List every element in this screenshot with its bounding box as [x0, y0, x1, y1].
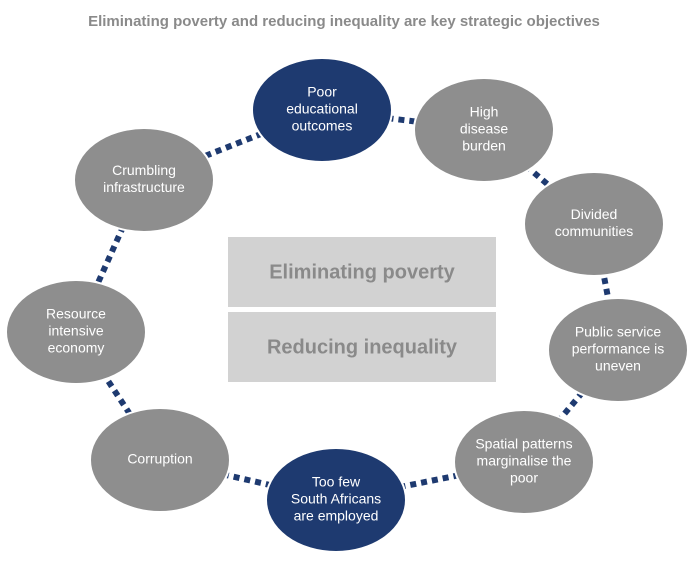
node-label: Resource	[46, 306, 106, 322]
node	[265, 447, 407, 553]
center-label: Reducing inequality	[267, 336, 458, 358]
title: Eliminating poverty and reducing inequal…	[88, 13, 600, 30]
node	[547, 297, 688, 403]
node-label: performance is	[572, 341, 665, 357]
node-label: Divided	[571, 206, 618, 222]
node-label: disease	[460, 121, 508, 137]
node-label: infrastructure	[103, 179, 185, 195]
node-label: educational	[286, 101, 358, 117]
node-label: are employed	[294, 508, 379, 524]
node-label: Poor	[307, 84, 337, 100]
node-label: Crumbling	[112, 162, 176, 178]
node-label: intensive	[48, 323, 103, 339]
center-box	[228, 237, 496, 307]
node	[523, 171, 665, 277]
node	[251, 57, 393, 163]
node-label: uneven	[595, 358, 641, 374]
node-label: poor	[510, 470, 538, 486]
node-label: marginalise the	[477, 453, 572, 469]
node	[89, 407, 231, 513]
center-label: Eliminating poverty	[269, 261, 455, 283]
node-label: Corruption	[127, 451, 192, 467]
center-box	[228, 312, 496, 382]
node-label: burden	[462, 138, 506, 154]
connector	[159, 457, 337, 503]
node-label: economy	[48, 340, 105, 356]
node	[73, 127, 215, 233]
node-label: Spatial patterns	[475, 436, 572, 452]
node-label: Public service	[575, 324, 662, 340]
node	[5, 279, 147, 385]
node-label: Too few	[312, 474, 361, 490]
node-label: communities	[555, 223, 634, 239]
node	[453, 409, 595, 515]
node-label: outcomes	[292, 118, 353, 134]
node-label: High	[470, 104, 499, 120]
node-label: South Africans	[291, 491, 381, 507]
node	[413, 77, 555, 183]
